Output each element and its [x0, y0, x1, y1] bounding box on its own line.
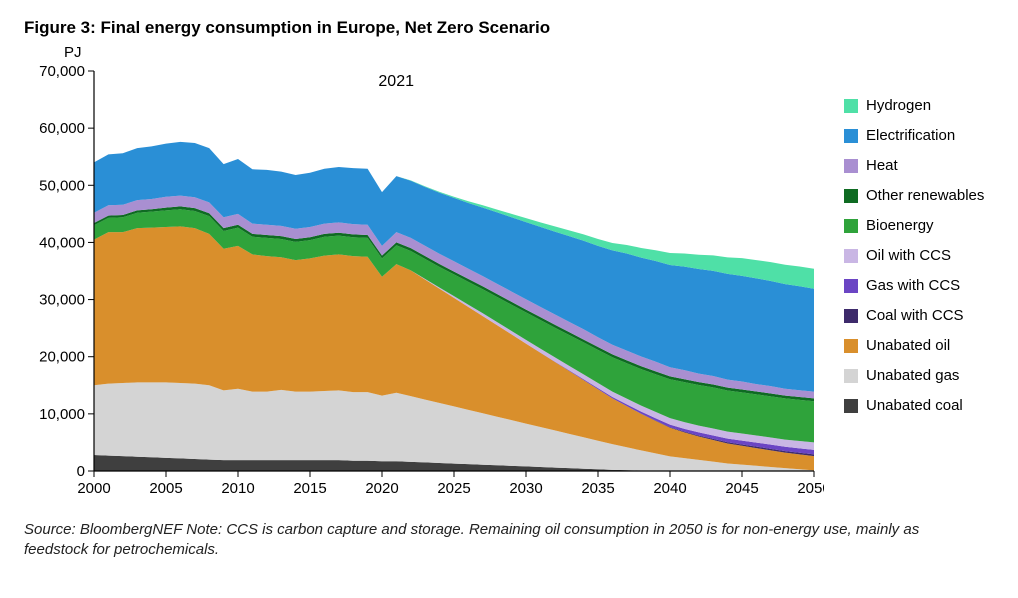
legend-item-other_renewables: Other renewables: [844, 187, 984, 204]
legend-item-gas_ccs: Gas with CCS: [844, 277, 984, 294]
legend-item-coal_ccs: Coal with CCS: [844, 307, 984, 324]
legend-label: Other renewables: [866, 187, 984, 204]
legend-label: Unabated coal: [866, 397, 963, 414]
legend: Hydrogen Electrification Heat Other renewab…: [844, 97, 984, 414]
x-tick-label: 2030: [509, 480, 542, 497]
y-tick-label: 30,000: [39, 292, 85, 309]
legend-swatch: [844, 189, 858, 203]
chart-box: 0 10,000 20,000 30,000 40,000 50,000 60,000 70,…: [24, 63, 824, 510]
legend-swatch: [844, 309, 858, 323]
legend-item-electrification: Electrification: [844, 127, 984, 144]
chart-row: 0 10,000 20,000 30,000 40,000 50,000 60,000 70,…: [24, 63, 994, 510]
y-axis-unit: PJ: [64, 44, 994, 61]
legend-item-oil_ccs: Oil with CCS: [844, 247, 984, 264]
legend-swatch: [844, 369, 858, 383]
x-tick-label: 2025: [437, 480, 470, 497]
y-tick-label: 40,000: [39, 234, 85, 251]
x-tick-label: 2000: [77, 480, 110, 497]
figure-title: Figure 3: Final energy consumption in Eu…: [24, 18, 994, 38]
legend-swatch: [844, 129, 858, 143]
legend-swatch: [844, 279, 858, 293]
legend-item-bioenergy: Bioenergy: [844, 217, 984, 234]
legend-label: Hydrogen: [866, 97, 931, 114]
legend-swatch: [844, 219, 858, 233]
legend-label: Electrification: [866, 127, 955, 144]
legend-swatch: [844, 339, 858, 353]
legend-label: Unabated oil: [866, 337, 950, 354]
legend-label: Coal with CCS: [866, 307, 964, 324]
legend-item-unabated_oil: Unabated oil: [844, 337, 984, 354]
y-tick-label: 70,000: [39, 63, 85, 80]
legend-swatch: [844, 249, 858, 263]
legend-swatch: [844, 399, 858, 413]
y-tick-label: 10,000: [39, 406, 85, 423]
x-tick-label: 2040: [653, 480, 686, 497]
y-tick-label: 60,000: [39, 120, 85, 137]
y-tick-label: 50,000: [39, 177, 85, 194]
legend-swatch: [844, 159, 858, 173]
legend-item-heat: Heat: [844, 157, 984, 174]
x-tick-label: 2045: [725, 480, 758, 497]
legend-label: Bioenergy: [866, 217, 934, 234]
x-tick-label: 2015: [293, 480, 326, 497]
x-tick-label: 2005: [149, 480, 182, 497]
x-tick-label: 2010: [221, 480, 254, 497]
legend-label: Gas with CCS: [866, 277, 960, 294]
legend-label: Oil with CCS: [866, 247, 951, 264]
legend-label: Heat: [866, 157, 898, 174]
y-tick-label: 20,000: [39, 349, 85, 366]
x-tick-label: 2035: [581, 480, 614, 497]
legend-item-unabated_coal: Unabated coal: [844, 397, 984, 414]
y-tick-label: 0: [77, 463, 85, 480]
x-tick-label: 2050: [797, 480, 824, 497]
legend-label: Unabated gas: [866, 367, 959, 384]
legend-item-unabated_gas: Unabated gas: [844, 367, 984, 384]
x-tick-label: 2020: [365, 480, 398, 497]
legend-item-hydrogen: Hydrogen: [844, 97, 984, 114]
figure-container: Figure 3: Final energy consumption in Eu…: [0, 0, 1018, 598]
source-footnote: Source: BloombergNEF Note: CCS is carbon…: [24, 520, 984, 561]
annotation-2021: 2021: [378, 73, 414, 91]
stacked-area-chart: 0 10,000 20,000 30,000 40,000 50,000 60,000 70,…: [24, 63, 824, 505]
legend-swatch: [844, 99, 858, 113]
